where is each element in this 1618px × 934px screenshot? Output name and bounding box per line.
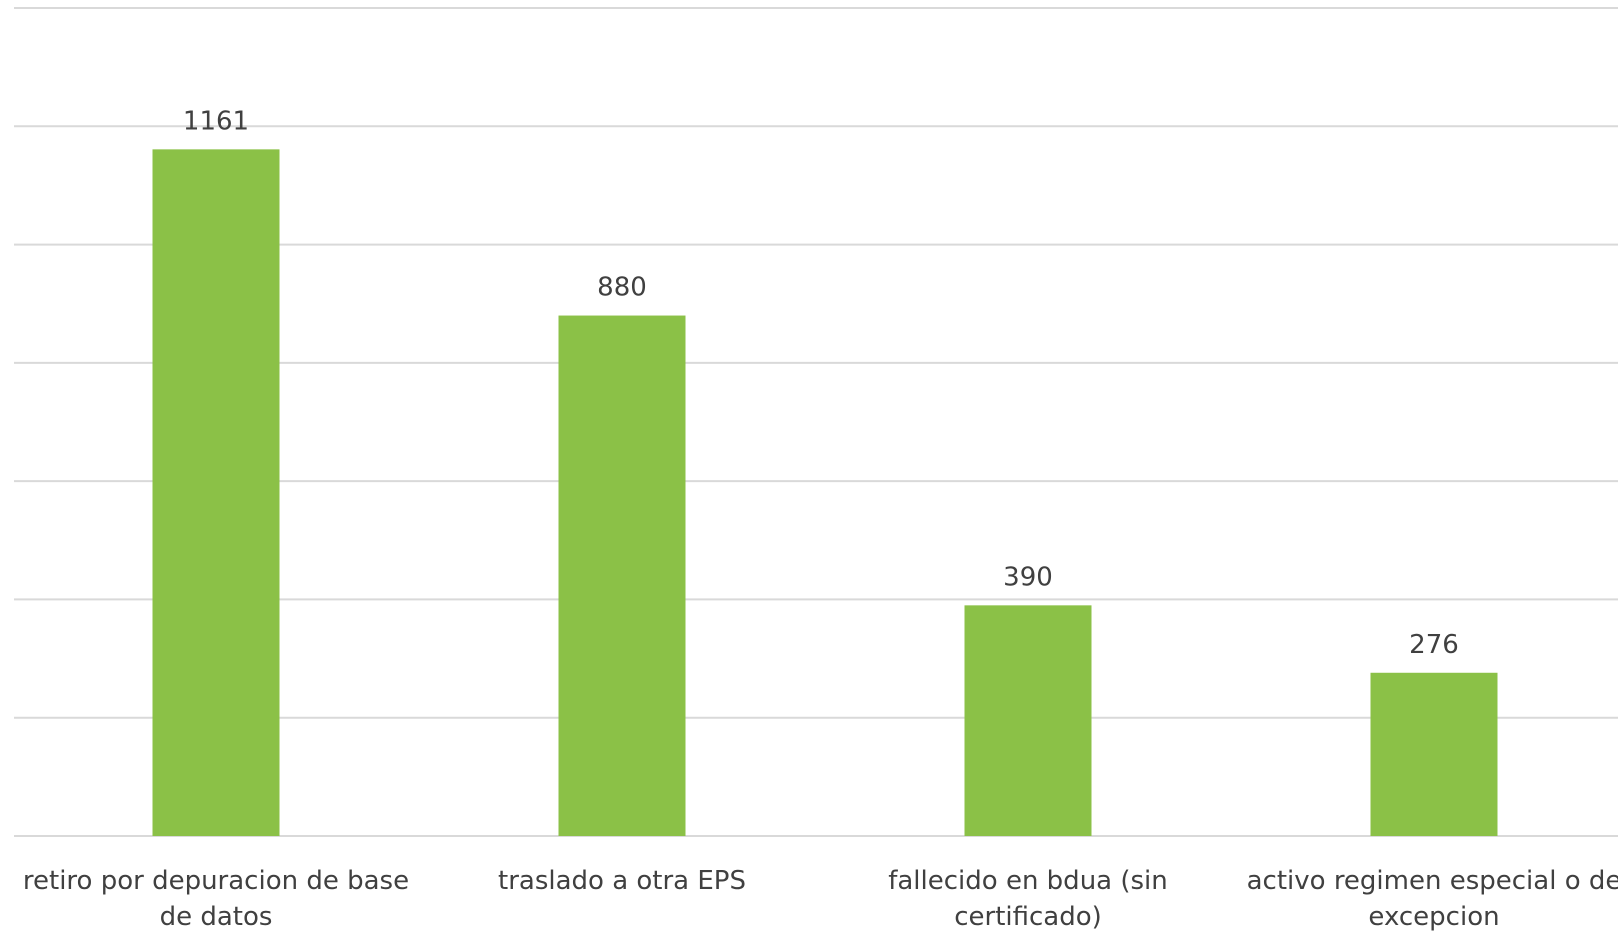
- data-label-0: 1161: [183, 106, 249, 136]
- category-label-line: activo regimen especial o de: [1247, 866, 1618, 896]
- category-label-line: traslado a otra EPS: [498, 866, 746, 896]
- category-label-3: activo regimen especial o de excepcion: [1247, 866, 1618, 932]
- category-label-0: retiro por depuracion de base de datos: [23, 866, 409, 932]
- data-label-3: 276: [1409, 630, 1459, 660]
- bars: [152, 149, 1498, 836]
- data-label-1: 880: [597, 273, 647, 303]
- bar-2: [964, 605, 1092, 836]
- category-label-line: retiro por depuracion de base: [23, 866, 409, 896]
- category-label-1: traslado a otra EPS: [498, 866, 746, 896]
- category-label-line: excepcion: [1368, 902, 1499, 932]
- category-labels: retiro por depuracion de base de datos tra…: [23, 866, 1618, 932]
- gridlines: [14, 7, 1618, 837]
- category-label-line: certificado): [954, 902, 1102, 932]
- category-label-line: de datos: [160, 902, 273, 932]
- bar-3: [1370, 672, 1498, 836]
- bar-1: [558, 315, 686, 836]
- data-labels: 1161 880 390 276: [183, 106, 1459, 659]
- bar-0: [152, 149, 280, 836]
- data-label-2: 390: [1003, 562, 1053, 592]
- category-label-line: fallecido en bdua (sin: [888, 866, 1168, 896]
- category-label-2: fallecido en bdua (sin certificado): [888, 866, 1168, 932]
